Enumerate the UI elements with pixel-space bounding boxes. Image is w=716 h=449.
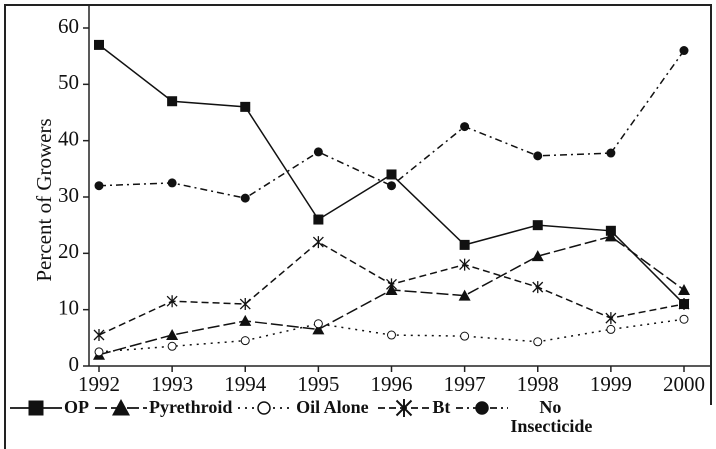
marker (313, 319, 323, 329)
marker (94, 347, 104, 357)
marker (387, 181, 396, 191)
marker (240, 193, 250, 203)
marker (604, 230, 617, 242)
y-axis-label: Percent of Growers (32, 118, 56, 281)
legend-item: No Insecticide (454, 397, 593, 436)
marker (312, 236, 324, 249)
marker (166, 329, 179, 341)
y-tick-label: 60 (58, 14, 79, 38)
marker (93, 329, 105, 342)
marker (257, 401, 272, 415)
marker (460, 331, 470, 341)
y-tick-label: 50 (58, 70, 79, 94)
marker (531, 250, 544, 262)
legend: OP Pyrethroid Oil Alone Bt No Insecticide (8, 398, 712, 448)
x-tick-label: 1999 (590, 372, 632, 396)
marker (679, 314, 689, 324)
x-tick-label: 1995 (297, 372, 339, 396)
marker (533, 337, 543, 347)
y-tick-label: 0 (69, 352, 80, 376)
y-tick-label: 10 (58, 295, 79, 319)
marker (28, 400, 44, 416)
legend-swatch (238, 401, 291, 415)
marker (606, 324, 616, 334)
marker (313, 214, 324, 225)
marker (458, 289, 471, 301)
legend-label: Oil Alone (296, 397, 369, 417)
legend-label: OP (64, 397, 89, 417)
marker (387, 330, 396, 340)
x-tick-label: 1996 (371, 372, 413, 396)
y-tick-label: 40 (58, 126, 79, 150)
legend-label: Bt (432, 397, 451, 417)
marker (239, 314, 252, 326)
marker (606, 148, 616, 158)
marker (167, 178, 177, 188)
marker (112, 399, 130, 416)
marker (167, 341, 177, 351)
marker (396, 399, 413, 417)
marker (460, 122, 470, 132)
legend-item: Pyrethroid (93, 398, 232, 418)
legend-label: No Insecticide (510, 397, 593, 436)
legend-item: Oil Alone (236, 398, 372, 418)
marker (240, 336, 250, 346)
legend-swatch (456, 401, 509, 415)
marker (386, 278, 397, 291)
marker (167, 96, 178, 107)
marker (459, 239, 470, 250)
marker (533, 151, 543, 161)
marker (166, 295, 178, 308)
legend-item: Bt (376, 398, 450, 418)
marker (240, 101, 251, 112)
x-tick-label: 1998 (517, 372, 559, 396)
legend-label: Pyrethroid (149, 397, 233, 417)
legend-swatch (95, 399, 147, 416)
legend-swatch (10, 400, 62, 416)
marker (678, 283, 690, 295)
x-tick-label: 2000 (663, 372, 705, 396)
marker (532, 220, 543, 231)
marker (312, 323, 325, 335)
legend-item: OP (8, 398, 89, 418)
y-tick-label: 20 (58, 239, 79, 263)
x-tick-label: 1992 (78, 372, 120, 396)
marker (459, 258, 471, 271)
x-tick-label: 1997 (444, 372, 486, 396)
x-tick-label: 1994 (224, 372, 267, 396)
marker (239, 298, 251, 311)
marker (475, 401, 490, 415)
legend-swatch (378, 399, 431, 417)
marker (678, 298, 690, 311)
marker (532, 281, 544, 294)
marker (605, 312, 617, 325)
marker (94, 39, 104, 50)
marker (94, 181, 104, 191)
x-tick-label: 1993 (151, 372, 193, 396)
marker (386, 169, 397, 180)
marker (679, 46, 689, 56)
marker (313, 147, 323, 157)
y-tick-label: 30 (58, 183, 79, 207)
